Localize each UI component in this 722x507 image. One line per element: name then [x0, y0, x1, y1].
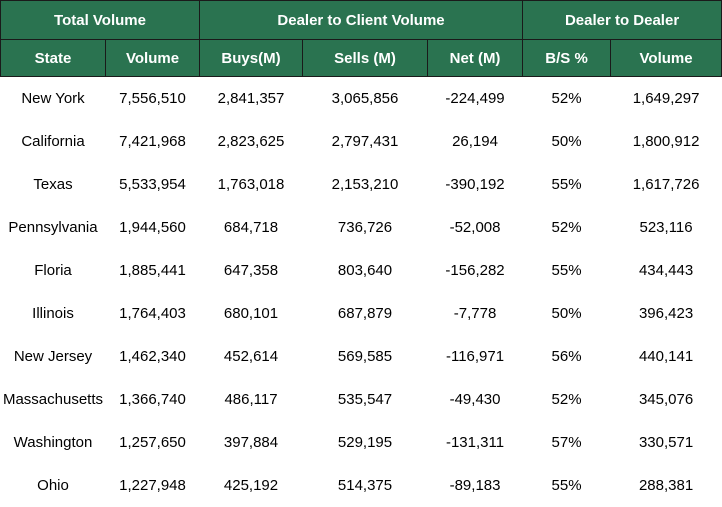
cell-volume: 1,227,948: [119, 477, 186, 494]
cell-bs-percent: 52%: [551, 391, 582, 408]
cell-net: 26,194: [452, 133, 498, 150]
cell-bs-percent: 52%: [551, 219, 582, 236]
column-header-buys: Buys(M): [199, 39, 304, 77]
cell-state: Floria: [34, 262, 72, 279]
cell-bs-percent: 55%: [551, 262, 582, 279]
cell-state: Ohio: [37, 477, 69, 494]
cell-bs-percent: 56%: [551, 348, 582, 365]
table-row: Massachusetts 1,366,740 486,117 535,547 …: [1, 378, 722, 421]
cell-volume: 1,764,403: [119, 305, 186, 322]
cell-volume: 1,366,740: [119, 391, 186, 408]
cell-sells: 569,585: [337, 348, 393, 365]
cell-sells: 535,547: [337, 391, 393, 408]
cell-sells: 529,195: [337, 434, 393, 451]
cell-dd-volume: 523,116: [639, 219, 693, 236]
cell-buys: 397,884: [223, 434, 279, 451]
cell-bs-percent: 55%: [551, 176, 582, 193]
table-row: Washington 1,257,650 397,884 529,195 -13…: [1, 421, 722, 464]
cell-bs-percent: 52%: [551, 90, 582, 107]
cell-net: -116,971: [445, 348, 505, 365]
cell-state: Illinois: [32, 305, 74, 322]
cell-dd-volume: 1,617,726: [632, 176, 700, 193]
cell-net: -7,778: [453, 305, 497, 322]
column-header-net: Net (M): [427, 39, 524, 77]
cell-volume: 1,257,650: [119, 434, 186, 451]
table-row: Ohio 1,227,948 425,192 514,375 -89,183 5…: [1, 464, 722, 507]
cell-state: Texas: [33, 176, 73, 193]
cell-dd-volume: 1,800,912: [632, 133, 700, 150]
cell-net: -49,430: [449, 391, 501, 408]
cell-state: New York: [21, 90, 85, 107]
table-row: New York 7,556,510 2,841,357 3,065,856 -…: [1, 77, 722, 121]
cell-buys: 1,763,018: [217, 176, 285, 193]
table-row: California 7,421,968 2,823,625 2,797,431…: [1, 120, 722, 163]
cell-dd-volume: 288,381: [638, 477, 694, 494]
cell-dd-volume: 396,423: [638, 305, 694, 322]
cell-volume: 1,462,340: [119, 348, 186, 365]
column-header-dd-volume: Volume: [610, 39, 722, 77]
cell-sells: 2,153,210: [331, 176, 399, 193]
group-header-row: Total Volume Dealer to Client Volume Dea…: [0, 0, 722, 40]
cell-sells: 2,797,431: [331, 133, 399, 150]
cell-sells: 514,375: [337, 477, 393, 494]
column-header-bs-percent: B/S %: [522, 39, 612, 77]
cell-net: -224,499: [445, 90, 505, 107]
cell-bs-percent: 57%: [551, 434, 582, 451]
cell-dd-volume: 1,649,297: [632, 90, 700, 107]
cell-buys: 486,117: [224, 391, 278, 408]
cell-net: -390,192: [445, 176, 505, 193]
cell-net: -89,183: [449, 477, 501, 494]
table-row: Pennsylvania 1,944,560 684,718 736,726 -…: [1, 206, 722, 249]
cell-volume: 7,556,510: [119, 90, 186, 107]
cell-volume: 1,885,441: [119, 262, 186, 279]
cell-bs-percent: 55%: [551, 477, 582, 494]
cell-buys: 425,192: [223, 477, 279, 494]
cell-bs-percent: 50%: [551, 305, 582, 322]
column-header-row: State Volume Buys(M) Sells (M) Net (M) B…: [0, 39, 722, 77]
column-header-volume: Volume: [104, 39, 201, 77]
table-row: New Jersey 1,462,340 452,614 569,585 -11…: [1, 335, 722, 378]
cell-bs-percent: 50%: [551, 133, 582, 150]
cell-dd-volume: 345,076: [638, 391, 694, 408]
cell-dd-volume: 330,571: [638, 434, 694, 451]
cell-state: Washington: [13, 434, 93, 451]
group-header-dealer-to-client: Dealer to Client Volume: [199, 0, 524, 40]
cell-net: -131,311: [445, 434, 505, 451]
cell-sells: 803,640: [337, 262, 393, 279]
cell-buys: 647,358: [223, 262, 279, 279]
group-header-dealer-to-dealer: Dealer to Dealer: [522, 0, 722, 40]
cell-buys: 2,823,625: [217, 133, 285, 150]
cell-volume: 1,944,560: [119, 219, 186, 236]
cell-buys: 680,101: [223, 305, 279, 322]
cell-buys: 2,841,357: [217, 90, 285, 107]
cell-state: Massachusetts: [2, 391, 104, 408]
table-row: Texas 5,533,954 1,763,018 2,153,210 -390…: [1, 163, 722, 206]
column-header-sells: Sells (M): [302, 39, 429, 77]
cell-buys: 452,614: [223, 348, 279, 365]
group-header-total-volume: Total Volume: [0, 0, 201, 40]
cell-sells: 3,065,856: [331, 90, 399, 107]
cell-dd-volume: 440,141: [638, 348, 694, 365]
cell-sells: 687,879: [337, 305, 393, 322]
cell-volume: 7,421,968: [119, 133, 186, 150]
cell-state: Pennsylvania: [8, 219, 98, 236]
cell-sells: 736,726: [337, 219, 393, 236]
table-row: Floria 1,885,441 647,358 803,640 -156,28…: [1, 249, 722, 292]
cell-buys: 684,718: [223, 219, 279, 236]
cell-net: -52,008: [449, 219, 501, 236]
cell-state: California: [21, 133, 85, 150]
cell-dd-volume: 434,443: [638, 262, 694, 279]
cell-volume: 5,533,954: [119, 176, 186, 193]
table-row: Illinois 1,764,403 680,101 687,879 -7,77…: [1, 292, 722, 335]
cell-net: -156,282: [445, 262, 505, 279]
column-header-state: State: [0, 39, 106, 77]
cell-state: New Jersey: [13, 348, 93, 365]
